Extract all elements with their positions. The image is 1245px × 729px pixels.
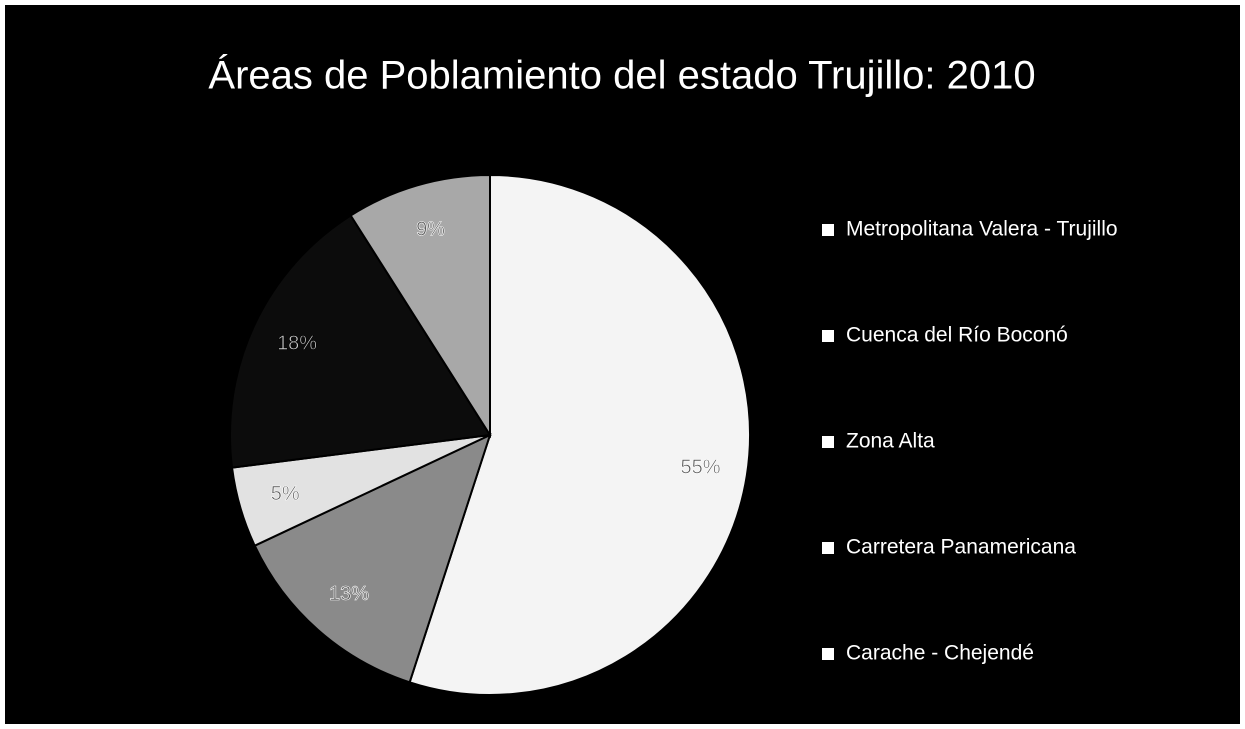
pie-slice [253, 433, 492, 684]
pie-slice [229, 214, 492, 469]
data-label: 13% [329, 583, 369, 605]
legend-label: Carache - Chejendé [846, 642, 1034, 665]
data-label: 5% [271, 483, 300, 505]
pie-slice [408, 173, 751, 696]
data-label: 18% [277, 333, 317, 355]
pie-slice [349, 173, 491, 439]
legend-label: Cuenca del Río Boconó [846, 324, 1068, 347]
data-label: 9% [416, 219, 445, 241]
legend-swatch [822, 648, 834, 660]
legend-swatch [822, 330, 834, 342]
legend-label: Metropolitana Valera - Trujillo [846, 218, 1118, 241]
chart-title: Áreas de Poblamiento del estado Trujillo… [208, 53, 1035, 98]
legend-label: Carretera Panamericana [846, 536, 1076, 559]
legend-swatch [822, 224, 834, 236]
legend-swatch [822, 542, 834, 554]
data-label: 55% [681, 457, 721, 479]
legend-label: Zona Alta [846, 430, 935, 453]
legend-swatch [822, 436, 834, 448]
